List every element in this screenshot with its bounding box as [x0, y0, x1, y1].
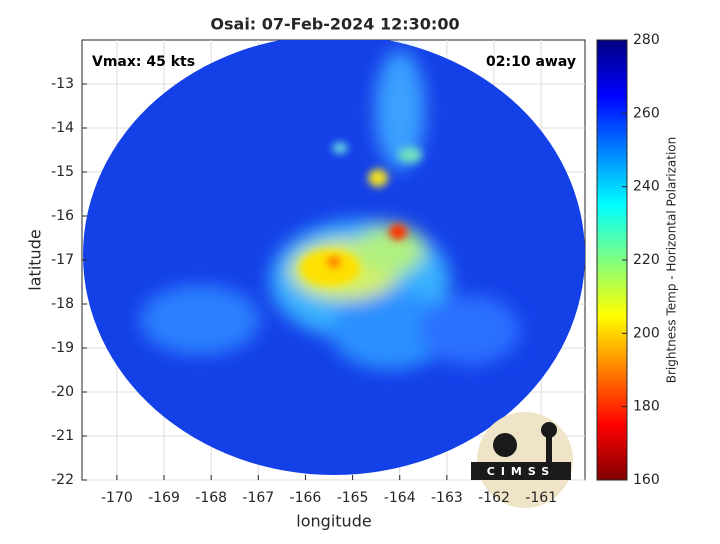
x-tick-label: -162: [478, 490, 510, 506]
x-axis-label: longitude: [296, 512, 371, 531]
colorbar-label: Brightness Temp - Horizontal Polarizatio…: [665, 137, 679, 384]
colorbar-tick-label: 260: [633, 105, 660, 121]
colorbar-tick-label: 220: [633, 252, 660, 268]
x-tick-label: -169: [148, 490, 180, 506]
y-tick-label: -19: [51, 340, 74, 356]
y-tick-label: -18: [51, 296, 74, 312]
colorbar-tick-label: 240: [633, 179, 660, 195]
x-tick-label: -164: [384, 490, 416, 506]
brightness-image: [83, 40, 585, 475]
annotation: Vmax: 45 kts: [92, 54, 195, 70]
x-tick-label: -167: [242, 490, 274, 506]
y-tick-label: -13: [51, 76, 74, 92]
cimss-logo: CIMSS: [471, 412, 573, 508]
chart-title: Osai: 07-Feb-2024 12:30:00: [210, 15, 459, 34]
colorbar-tick-label: 180: [633, 399, 660, 415]
x-tick-label: -170: [101, 490, 133, 506]
x-tick-label: -166: [290, 490, 322, 506]
y-tick-label: -15: [51, 164, 74, 180]
x-tick-label: -163: [431, 490, 463, 506]
y-tick-label: -20: [51, 384, 74, 400]
x-tick-label: -168: [195, 490, 227, 506]
y-axis-label: latitude: [26, 229, 45, 290]
y-tick-label: -21: [51, 428, 74, 444]
annotation: 02:10 away: [486, 54, 576, 70]
y-tick-label: -16: [51, 208, 74, 224]
colorbar-tick-label: 280: [633, 32, 660, 48]
y-tick-label: -22: [51, 472, 74, 488]
y-tick-label: -17: [51, 252, 74, 268]
colorbar-tick-label: 200: [633, 325, 660, 341]
x-tick-label: -165: [337, 490, 369, 506]
colorbar-tick-label: 160: [633, 472, 660, 488]
logo-text: CIMSS: [487, 465, 555, 478]
y-tick-label: -14: [51, 120, 74, 136]
x-tick-label: -161: [525, 490, 557, 506]
